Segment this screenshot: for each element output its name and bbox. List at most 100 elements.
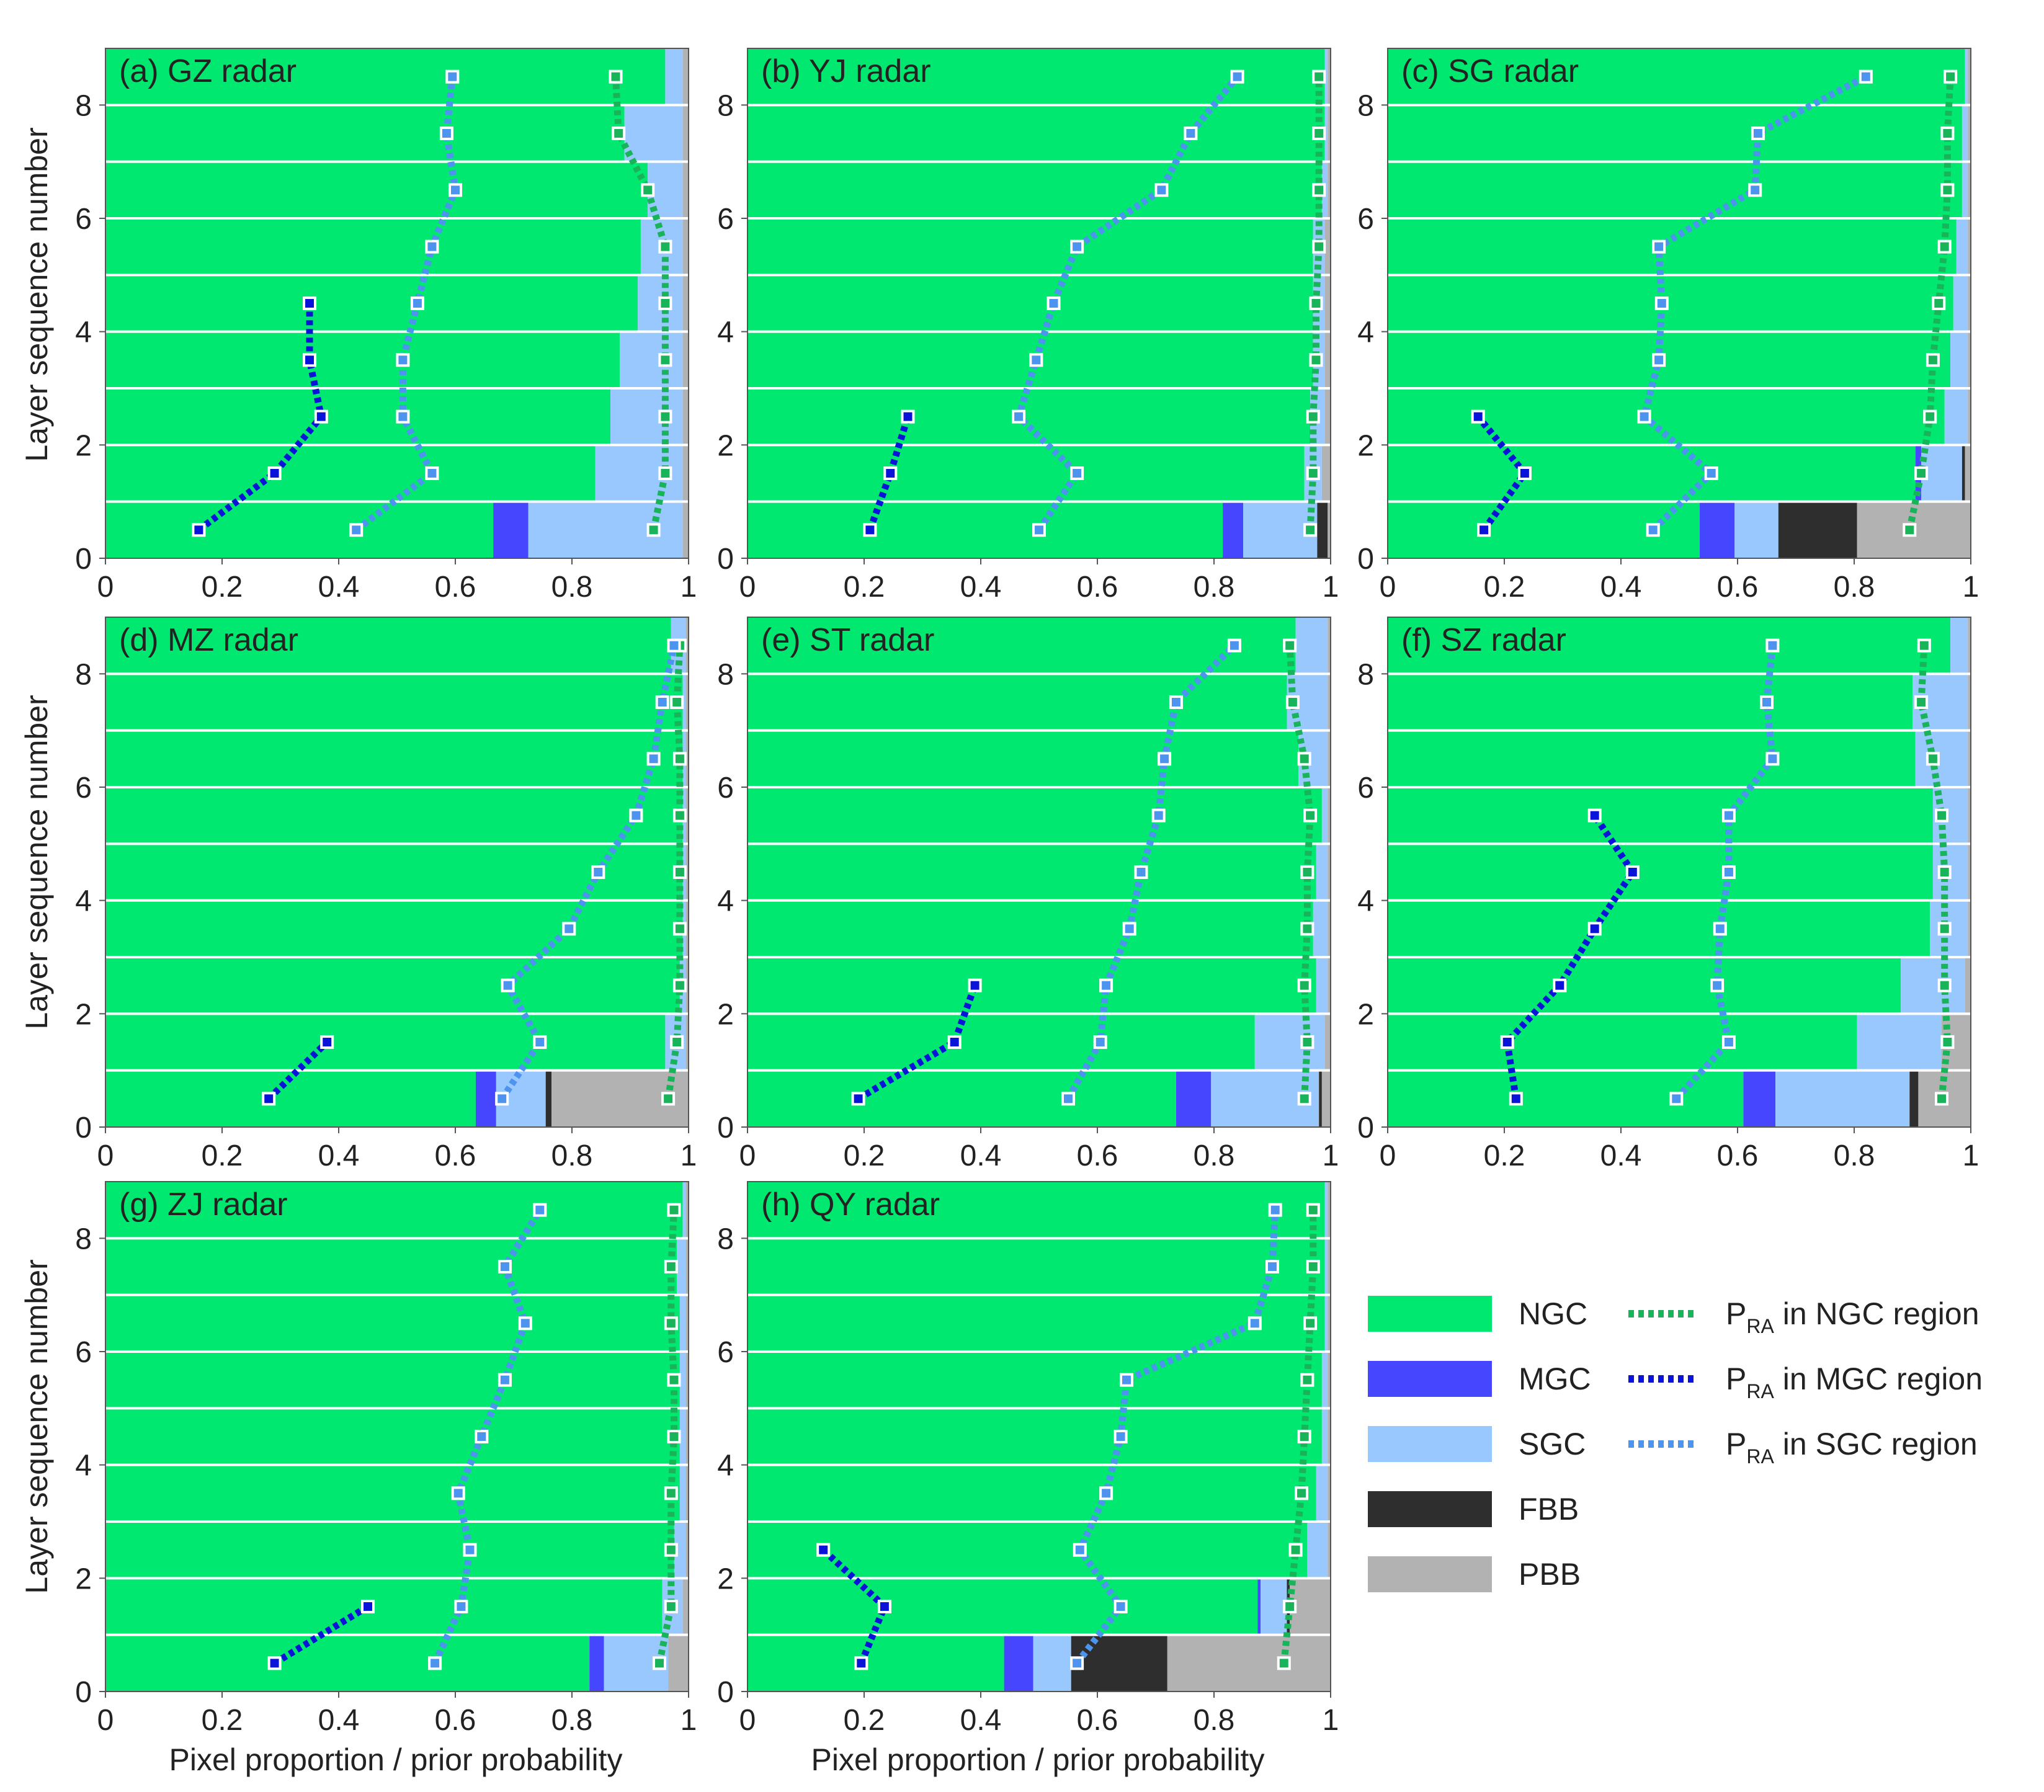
bar-pbb-layer-5	[1968, 844, 1971, 901]
y-tick-label: 0	[717, 1112, 734, 1144]
xlabel-panel-g: Pixel proportion / prior probability	[169, 1742, 623, 1777]
y-tick-label: 6	[1357, 203, 1374, 236]
x-tick-label: 1	[1963, 1139, 1979, 1172]
y-tick-label: 0	[1357, 543, 1374, 576]
bar-sgc-layer-9	[682, 1182, 686, 1239]
point-pra-mgc	[303, 353, 316, 367]
bar-ngc-layer-8	[1388, 674, 1912, 731]
y-tick-label: 0	[75, 1676, 92, 1709]
point-pra-ngc	[1303, 808, 1318, 822]
point-pra-sgc	[655, 695, 669, 709]
bar-pbb-layer-5	[685, 844, 689, 901]
bar-pbb-layer-8	[685, 674, 689, 731]
bar-pbb-layer-1	[1328, 501, 1331, 558]
point-pra-sgc	[396, 353, 410, 367]
legend-label-mgc: MGC	[1519, 1362, 1591, 1396]
bar-ngc-layer-4	[748, 1464, 1316, 1522]
y-tick-label: 6	[75, 772, 92, 805]
point-pra-ngc	[658, 409, 672, 424]
point-pra-ngc	[1935, 1092, 1948, 1106]
bar-sgc-layer-3	[1316, 957, 1328, 1014]
bar-pbb-layer-7	[1328, 730, 1331, 787]
bar-sgc-layer-7	[1961, 161, 1968, 218]
y-tick-label: 2	[75, 998, 92, 1031]
x-tick-label: 0.8	[1194, 1139, 1235, 1172]
line-pra-mgc	[197, 303, 325, 533]
bar-ngc-layer-7	[1388, 730, 1916, 787]
bar-pbb-layer-7	[682, 161, 689, 218]
bar-ngc-layer-5	[105, 275, 638, 332]
point-pra-ngc	[612, 127, 626, 140]
bar-sgc-layer-8	[1961, 105, 1968, 162]
legend-line-label-mgc: PRA in MGC region	[1726, 1362, 1983, 1402]
y-tick-label: 0	[1357, 1112, 1374, 1144]
x-tick-label: 0.4	[960, 1139, 1002, 1172]
point-pra-mgc	[1553, 978, 1567, 992]
point-pra-sgc	[410, 296, 424, 310]
point-pra-ngc	[1903, 523, 1917, 537]
bar-pbb-layer-5	[1324, 275, 1331, 332]
panel-2: 0 0.2 0.4 0.6 0.8 1 0 2 4 6 8 (b) YJ radar	[717, 48, 1339, 604]
bar-sgc-layer-5	[1953, 275, 1968, 332]
legend-label-ngc: NGC	[1519, 1296, 1587, 1331]
bar-ngc-layer-3	[748, 957, 1316, 1014]
bar-ngc-layer-4	[1388, 900, 1930, 957]
point-pra-sgc	[1652, 239, 1666, 254]
point-pra-sgc	[498, 1373, 512, 1387]
x-tick-label: 0.6	[435, 1704, 476, 1737]
point-pra-sgc	[1859, 69, 1873, 84]
point-pra-sgc	[428, 1656, 442, 1670]
legend-label-sgc: SGC	[1519, 1427, 1586, 1461]
x-tick-label: 0.2	[1484, 1139, 1525, 1172]
x-tick-label: 0.8	[551, 1139, 593, 1172]
xlabel-panel-h: Pixel proportion / prior probability	[811, 1742, 1265, 1777]
point-pra-mgc	[1517, 466, 1532, 480]
point-pra-sgc	[1120, 1373, 1133, 1387]
point-pra-sgc	[533, 1035, 547, 1049]
plot-frame	[747, 48, 1331, 559]
point-pra-sgc	[463, 1543, 477, 1557]
bar-sgc-layer-6	[1321, 787, 1328, 844]
x-tick-label: 0	[97, 1704, 114, 1737]
point-pra-ngc	[658, 296, 672, 310]
y-tick-label: 6	[75, 203, 92, 236]
point-pra-sgc	[1093, 1035, 1107, 1049]
y-tick-label: 8	[1357, 658, 1374, 691]
point-pra-sgc	[1721, 1035, 1736, 1049]
point-pra-sgc	[1751, 127, 1765, 140]
point-pra-sgc	[667, 638, 681, 653]
bar-ngc-layer-6	[748, 218, 1313, 275]
y-tick-label: 2	[717, 429, 734, 462]
x-tick-label: 0.6	[1717, 1139, 1759, 1172]
point-pra-sgc	[1122, 922, 1136, 936]
point-pra-ngc	[1937, 922, 1952, 936]
bar-sgc-layer-7	[679, 1295, 686, 1352]
point-pra-mgc	[314, 409, 328, 424]
bar-sgc-layer-8	[624, 105, 683, 162]
point-pra-sgc	[349, 523, 364, 537]
point-pra-sgc	[1099, 978, 1113, 992]
x-tick-label: 0.2	[202, 1704, 243, 1737]
point-pra-ngc	[1937, 865, 1952, 879]
x-tick-label: 0	[1380, 571, 1396, 604]
bar-ngc-layer-7	[748, 1295, 1325, 1352]
bar-sgc-layer-9	[1950, 617, 1968, 674]
bar-pbb-layer-5	[685, 1408, 689, 1465]
point-pra-ngc	[1297, 1430, 1311, 1443]
x-tick-label: 0	[97, 571, 114, 604]
bar-ngc-layer-2	[105, 1578, 663, 1635]
x-tick-label: 0.6	[1717, 571, 1759, 604]
point-pra-sgc	[1061, 1092, 1075, 1106]
bar-ngc-layer-2	[1388, 1014, 1857, 1071]
bar-sgc-layer-9	[1324, 48, 1328, 105]
y-tick-label: 8	[75, 1223, 92, 1255]
y-tick-label: 2	[1357, 998, 1374, 1031]
bar-ngc-layer-7	[105, 1295, 680, 1352]
x-tick-label: 0.4	[1600, 571, 1642, 604]
panel-title: (b) YJ radar	[761, 53, 931, 89]
bar-pbb-layer-6	[1328, 787, 1331, 844]
point-pra-sgc	[1268, 1203, 1282, 1217]
point-pra-sgc	[1099, 1486, 1113, 1500]
point-pra-ngc	[1914, 695, 1929, 709]
point-pra-sgc	[1184, 127, 1198, 140]
